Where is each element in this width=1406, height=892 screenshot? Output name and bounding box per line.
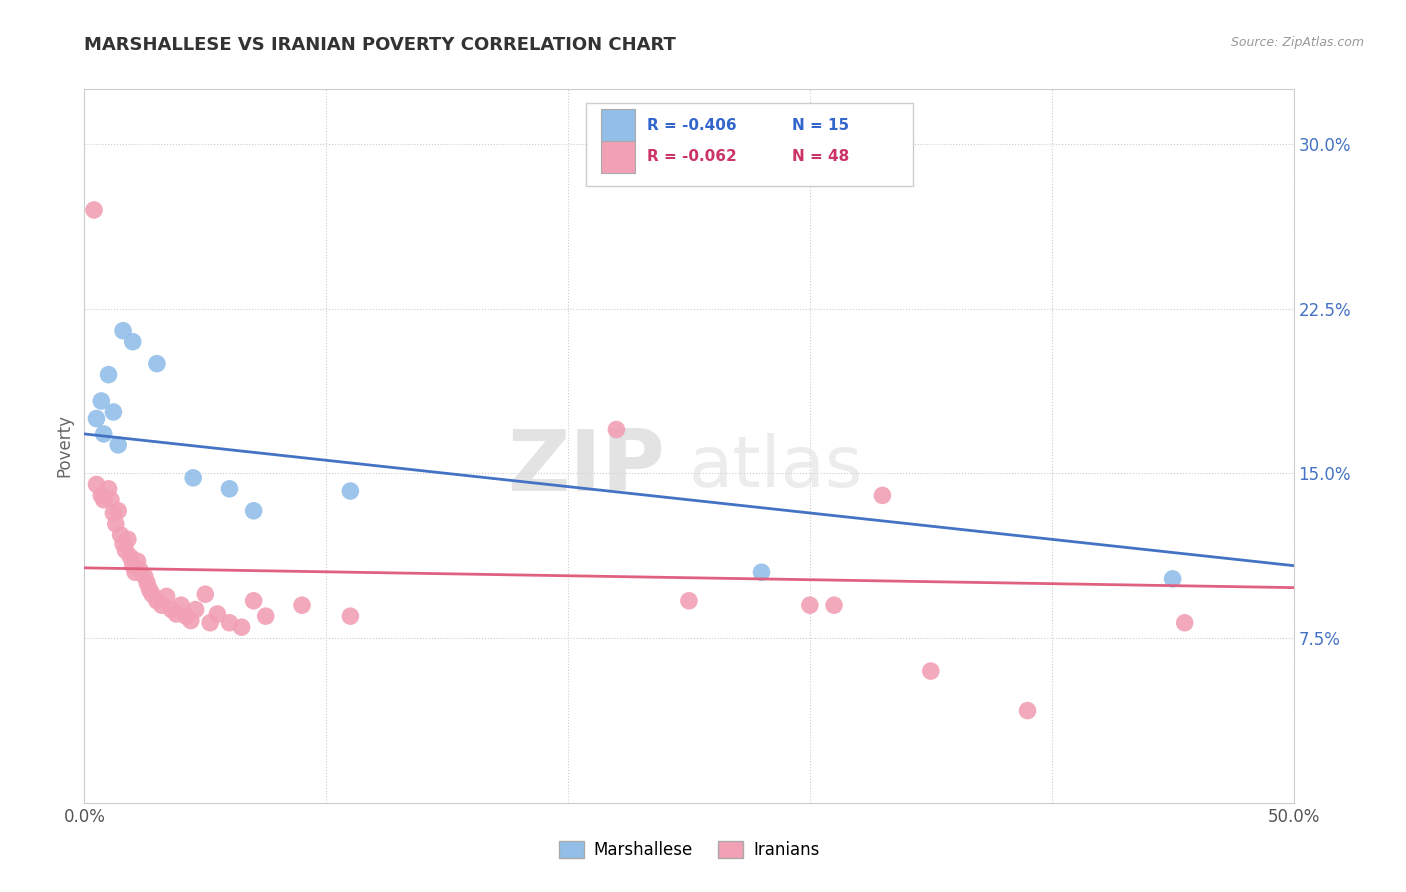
Text: Source: ZipAtlas.com: Source: ZipAtlas.com [1230,36,1364,49]
Bar [600,109,634,141]
Point [100,492,122,507]
Point [86,477,108,491]
Point [138,582,160,597]
Point [127,554,149,568]
Point [124,566,146,580]
Point [129,563,152,577]
Point [112,324,135,338]
Point [184,602,207,616]
Point [155,590,177,604]
Text: ZIP: ZIP [508,425,665,509]
Point [207,607,229,621]
Point [93,426,115,441]
Point [146,357,169,371]
Point [146,594,169,608]
Point [112,537,135,551]
Point [799,598,821,612]
Point [83,202,105,217]
Point [291,598,314,612]
Point [170,598,193,612]
Point [103,506,125,520]
Point [339,609,361,624]
Point [872,488,894,502]
Point [198,615,221,630]
Point [218,482,240,496]
Point [103,405,125,419]
Bar [600,141,634,173]
Point [120,549,142,564]
Point [254,609,277,624]
Point [180,614,202,628]
Text: atlas: atlas [689,433,863,502]
Point [160,602,183,616]
Point [97,482,120,496]
Point [181,471,204,485]
Point [93,492,115,507]
Point [1174,615,1197,630]
Point [218,615,240,630]
Y-axis label: Poverty: Poverty [55,415,73,477]
Text: N = 15: N = 15 [792,118,849,133]
Point [90,394,112,409]
Point [194,587,217,601]
Point [165,607,187,621]
Point [242,504,264,518]
Point [134,569,156,583]
Point [678,594,700,608]
Point [90,488,112,502]
Point [823,598,845,612]
Point [920,664,942,678]
Point [174,609,197,624]
Point [605,423,627,437]
Point [121,558,143,573]
Legend: Marshallese, Iranians: Marshallese, Iranians [553,834,825,866]
Point [104,516,127,531]
Point [1161,572,1184,586]
Text: R = -0.406: R = -0.406 [647,118,737,133]
Point [117,533,139,547]
Point [136,576,159,591]
Text: R = -0.062: R = -0.062 [647,149,737,164]
Text: MARSHALLESE VS IRANIAN POVERTY CORRELATION CHART: MARSHALLESE VS IRANIAN POVERTY CORRELATI… [84,36,676,54]
Point [107,504,129,518]
Point [231,620,253,634]
Text: N = 48: N = 48 [792,149,849,164]
Point [97,368,120,382]
Point [751,566,773,580]
Point [110,528,132,542]
Point [107,438,129,452]
FancyBboxPatch shape [586,103,912,186]
Point [150,598,173,612]
Point [339,483,361,498]
Point [121,334,143,349]
Point [114,543,136,558]
Point [242,594,264,608]
Point [86,411,108,425]
Point [141,587,163,601]
Point [1017,704,1039,718]
